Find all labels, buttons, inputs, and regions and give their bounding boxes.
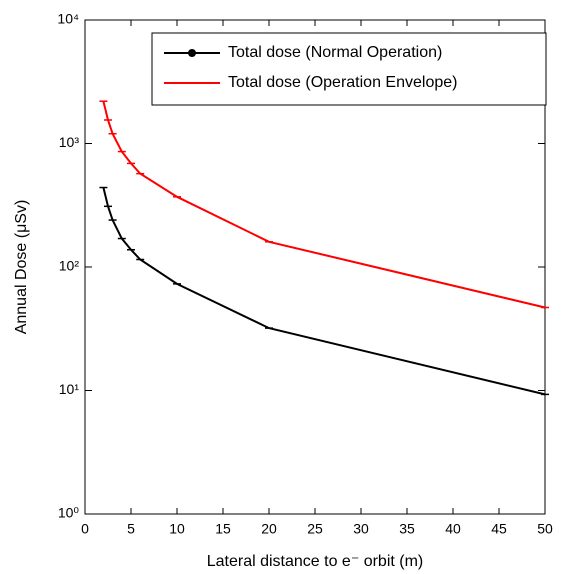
y-tick-label: 10⁰: [58, 505, 80, 521]
legend-marker: [188, 49, 196, 57]
y-tick-label: 10³: [59, 134, 80, 150]
x-axis-label: Lateral distance to e⁻ orbit (m): [207, 553, 424, 570]
x-tick-label: 0: [81, 521, 89, 537]
x-tick-label: 45: [491, 521, 507, 537]
x-tick-label: 40: [445, 521, 461, 537]
y-tick-label: 10¹: [59, 381, 80, 397]
x-tick-label: 50: [537, 521, 553, 537]
legend-box: [151, 32, 547, 106]
x-tick-label: 35: [399, 521, 415, 537]
x-tick-label: 20: [261, 521, 277, 537]
y-tick-label: 10²: [59, 258, 80, 274]
y-tick-label: 10⁴: [57, 11, 79, 27]
x-tick-label: 15: [215, 521, 231, 537]
legend-label: Total dose (Normal Operation): [228, 44, 442, 61]
x-tick-label: 10: [169, 521, 185, 537]
x-tick-label: 25: [307, 521, 323, 537]
x-tick-label: 5: [127, 521, 135, 537]
y-axis-label: Annual Dose (μSv): [13, 200, 30, 335]
legend-label: Total dose (Operation Envelope): [228, 74, 457, 91]
series-line: [102, 100, 546, 309]
x-tick-label: 30: [353, 521, 369, 537]
